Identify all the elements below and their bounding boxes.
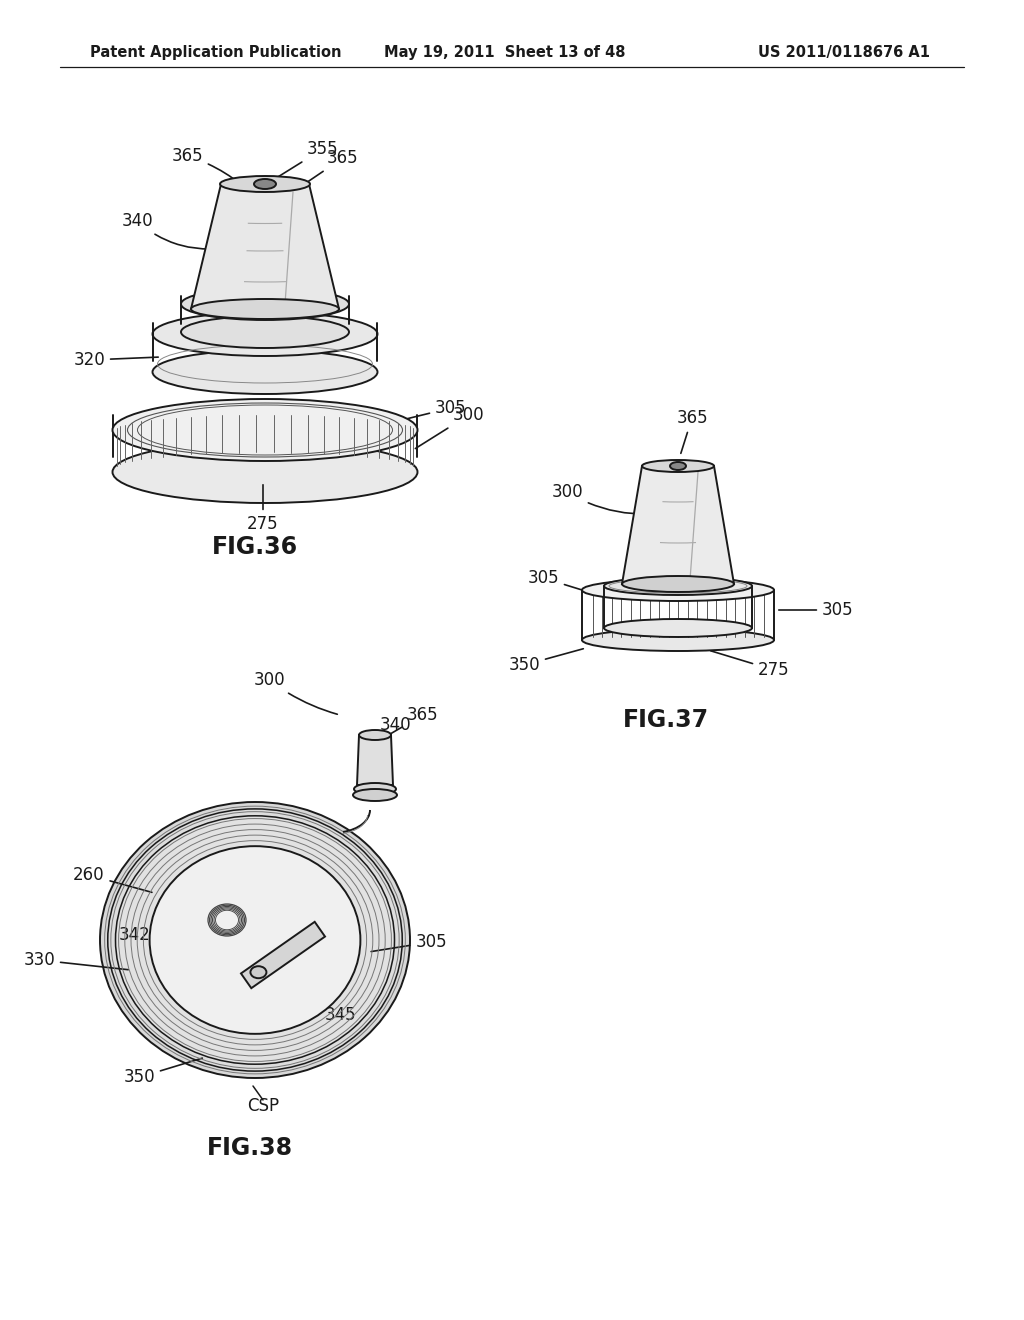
Text: 320: 320 (74, 351, 159, 370)
Ellipse shape (191, 300, 339, 319)
Text: 300: 300 (253, 671, 337, 714)
Ellipse shape (150, 846, 360, 1034)
Text: 350: 350 (508, 648, 584, 675)
Text: May 19, 2011  Sheet 13 of 48: May 19, 2011 Sheet 13 of 48 (384, 45, 626, 59)
Text: 305: 305 (527, 569, 605, 597)
Text: 345: 345 (293, 1006, 356, 1024)
Text: 275: 275 (711, 651, 790, 678)
Text: Patent Application Publication: Patent Application Publication (90, 45, 341, 59)
Ellipse shape (582, 630, 774, 651)
Ellipse shape (670, 462, 686, 470)
Polygon shape (622, 466, 734, 583)
Ellipse shape (251, 966, 266, 978)
Text: US 2011/0118676 A1: US 2011/0118676 A1 (758, 45, 930, 59)
Text: 305: 305 (779, 601, 854, 619)
Text: 300: 300 (416, 407, 484, 449)
Text: FIG.36: FIG.36 (212, 535, 298, 558)
Text: 305: 305 (348, 399, 467, 433)
Ellipse shape (642, 459, 714, 473)
Text: 342: 342 (118, 924, 216, 944)
Ellipse shape (359, 730, 391, 741)
Ellipse shape (113, 441, 418, 503)
Ellipse shape (353, 789, 397, 801)
Ellipse shape (153, 350, 378, 393)
Ellipse shape (604, 577, 752, 595)
Polygon shape (191, 183, 339, 309)
Ellipse shape (220, 176, 310, 191)
Text: 365: 365 (305, 149, 358, 183)
Text: 300: 300 (551, 483, 647, 513)
Ellipse shape (582, 579, 774, 601)
Ellipse shape (116, 816, 394, 1064)
Polygon shape (357, 735, 393, 785)
Text: 305: 305 (371, 933, 447, 952)
Ellipse shape (108, 809, 402, 1071)
Text: 355: 355 (275, 140, 339, 178)
Ellipse shape (100, 803, 410, 1078)
Text: CSP: CSP (247, 1097, 280, 1115)
Text: 340: 340 (373, 715, 412, 748)
Text: 350: 350 (123, 1059, 203, 1086)
Text: 365: 365 (676, 409, 708, 453)
Text: 365: 365 (387, 706, 438, 735)
Ellipse shape (622, 576, 734, 591)
Ellipse shape (113, 399, 418, 461)
Ellipse shape (181, 288, 349, 319)
Ellipse shape (604, 619, 752, 638)
Text: 330: 330 (24, 950, 128, 970)
Text: 365: 365 (171, 147, 241, 185)
Ellipse shape (181, 315, 349, 348)
Polygon shape (241, 921, 325, 989)
Ellipse shape (354, 783, 396, 795)
Text: 260: 260 (73, 866, 152, 892)
Ellipse shape (254, 180, 276, 189)
Text: FIG.37: FIG.37 (623, 708, 709, 733)
Text: 340: 340 (122, 213, 210, 249)
Text: 275: 275 (247, 484, 279, 533)
Text: FIG.38: FIG.38 (207, 1137, 293, 1160)
Ellipse shape (153, 312, 378, 356)
